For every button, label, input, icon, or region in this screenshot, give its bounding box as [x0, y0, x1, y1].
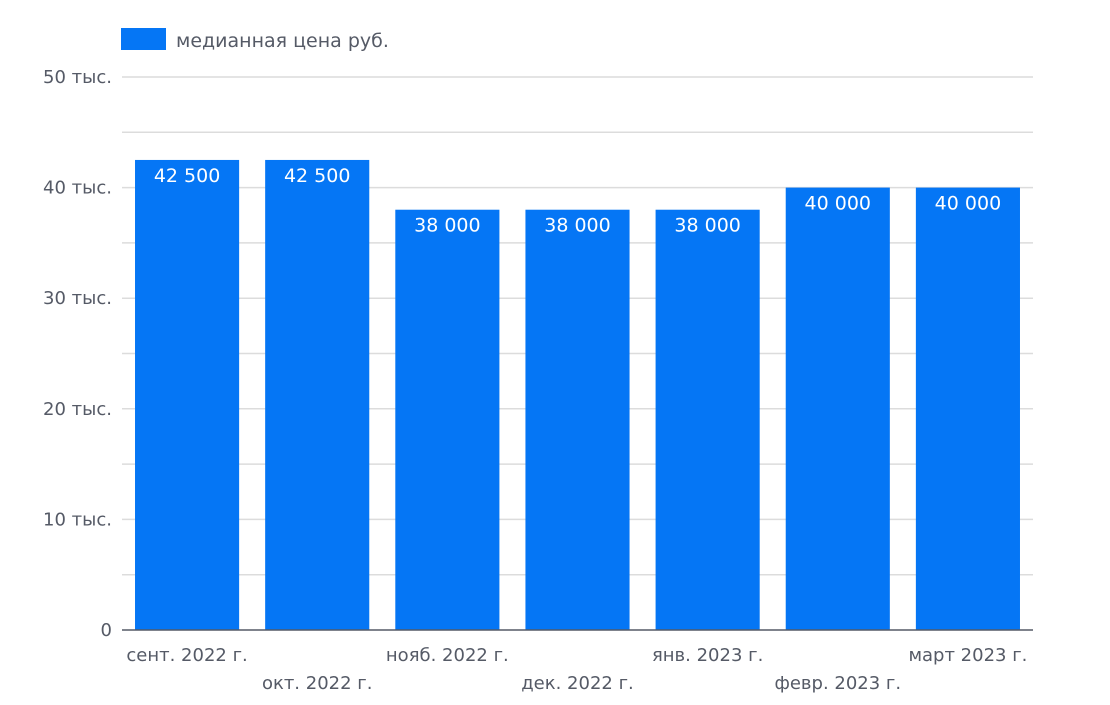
bar-data-label: 38 000 — [674, 215, 740, 237]
bar-data-label: 38 000 — [414, 215, 480, 237]
bar — [135, 159, 240, 630]
bar — [915, 187, 1020, 630]
bar-data-label: 42 500 — [284, 165, 350, 187]
bar-data-label: 42 500 — [154, 165, 220, 187]
y-tick-label: 0 — [101, 620, 112, 641]
x-tick-label: март 2023 г. — [908, 645, 1027, 666]
legend-label: медианная цена руб. — [176, 30, 389, 52]
y-tick-label: 40 тыс. — [43, 178, 112, 199]
bar — [655, 209, 760, 630]
bar — [525, 209, 630, 630]
y-tick-label: 30 тыс. — [43, 288, 112, 309]
x-tick-label: окт. 2022 г. — [262, 673, 373, 694]
x-tick-label: янв. 2023 г. — [652, 645, 763, 666]
y-tick-label: 50 тыс. — [43, 67, 112, 88]
y-axis-ticks: 0 10 тыс. 20 тыс. 30 тыс. 40 тыс. 50 тыс. — [43, 67, 112, 641]
x-tick-label: дек. 2022 г. — [521, 673, 634, 694]
x-tick-label: сент. 2022 г. — [126, 645, 247, 666]
bar-data-label: 40 000 — [935, 193, 1001, 215]
bar-data-label: 38 000 — [544, 215, 610, 237]
bar-data-labels: 42 500 42 500 38 000 38 000 38 000 40 000 40 0… — [154, 165, 1001, 237]
bar — [395, 209, 500, 630]
x-tick-label: февр. 2023 г. — [774, 673, 901, 694]
x-axis-ticks: сент. 2022 г. окт. 2022 г. нояб. 2022 г. де… — [126, 645, 1027, 694]
bars — [135, 159, 1020, 630]
bar — [265, 159, 370, 630]
y-tick-label: 20 тыс. — [43, 399, 112, 420]
x-tick-label: нояб. 2022 г. — [386, 645, 509, 666]
legend-swatch — [121, 28, 166, 50]
bar — [785, 187, 890, 630]
bar-data-label: 40 000 — [805, 193, 871, 215]
y-tick-label: 10 тыс. — [43, 509, 112, 530]
legend: медианная цена руб. — [121, 28, 389, 52]
